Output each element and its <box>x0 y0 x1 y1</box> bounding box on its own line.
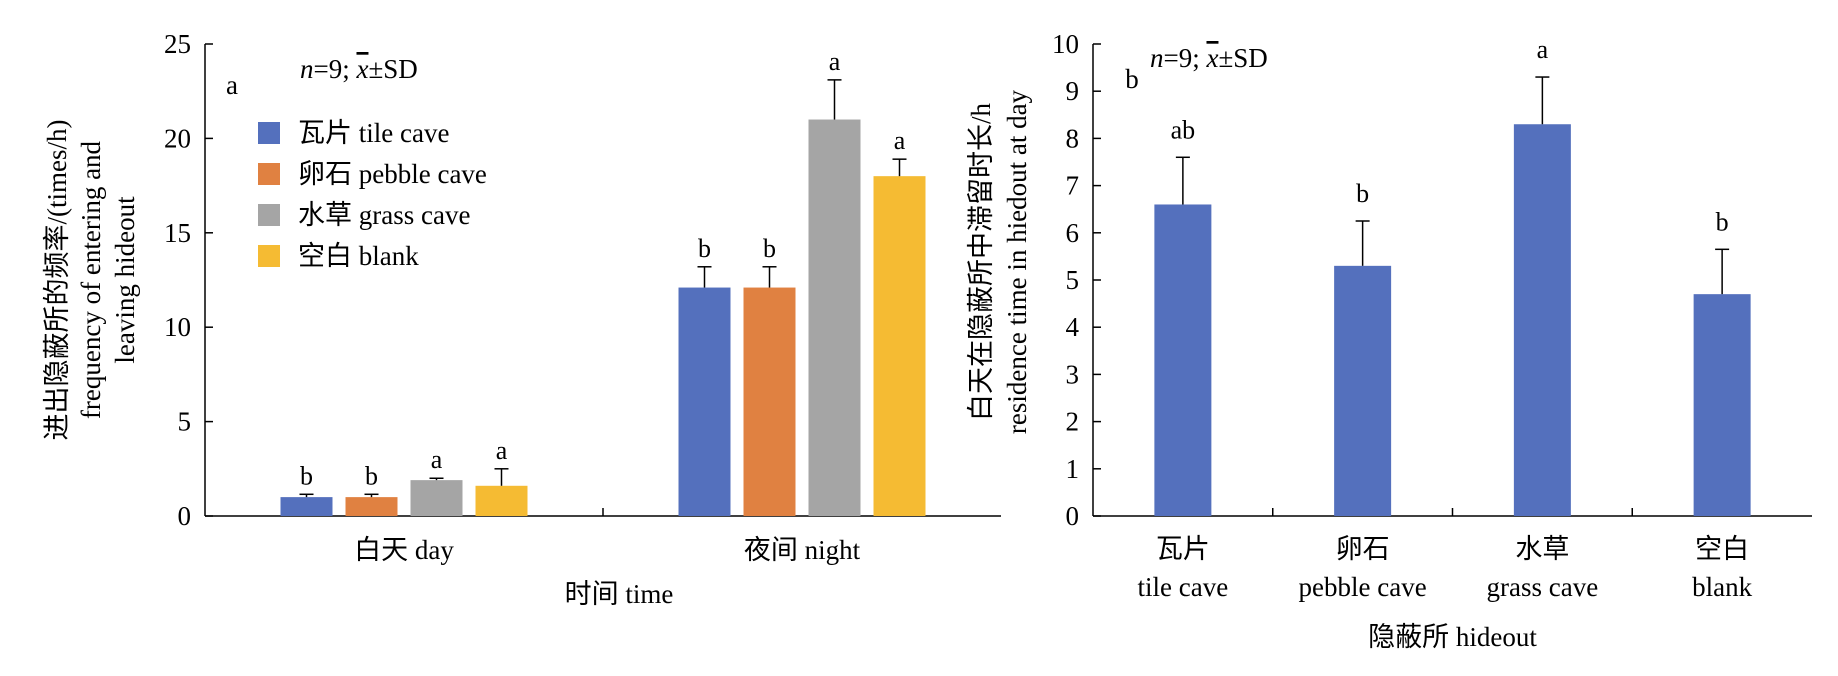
y-tick-label: 2 <box>1066 407 1080 437</box>
y-tick-label: 6 <box>1066 218 1080 248</box>
panel-label: b <box>1125 64 1139 94</box>
x-tick-label: grass cave <box>1487 572 1599 602</box>
sample-note: n=9; x±SD <box>1150 43 1268 73</box>
legend-label: 卵石 pebble cave <box>298 159 487 189</box>
bar <box>280 497 333 516</box>
note-sd: ±SD <box>368 54 417 84</box>
note-n: n <box>1150 43 1164 73</box>
y-axis-title-line: frequency of entering and <box>76 140 106 419</box>
significance-label: b <box>1356 179 1369 208</box>
significance-label: a <box>1537 35 1549 64</box>
note-xbar: x <box>355 54 368 84</box>
panel-a: 0 5 10 15 20 25 白天 day 夜间 night b b b b a a a a 瓦片 tile … <box>42 29 1001 609</box>
bar <box>345 497 398 516</box>
bar <box>1513 124 1571 517</box>
bar <box>808 119 861 517</box>
y-axis-title-line: residence time in hiedout at day <box>1002 89 1032 434</box>
bar <box>1154 204 1212 517</box>
y-axis-title-line: leaving hideout <box>110 196 140 364</box>
y-tick-label: 25 <box>164 29 191 59</box>
bar <box>410 480 463 516</box>
y-tick-label: 9 <box>1066 76 1080 106</box>
legend-swatch <box>258 204 280 226</box>
y-tick-label: 20 <box>164 123 191 153</box>
note-eq: =9; <box>314 54 357 84</box>
note-eq: =9; <box>1164 43 1207 73</box>
bar <box>1693 294 1751 516</box>
panel-b: 0 1 2 3 4 5 6 7 8 9 10 瓦片 tile cave 卵石 pebble cave 水草 gr… <box>966 29 1812 652</box>
significance-label: b <box>300 461 313 490</box>
x-tick-label: 卵石 <box>1336 534 1390 564</box>
legend-swatch <box>258 122 280 144</box>
x-tick-label: blank <box>1692 572 1752 602</box>
x-tick-label: pebble cave <box>1299 572 1427 602</box>
x-tick-label: tile cave <box>1138 572 1229 602</box>
y-axis-title-line: 进出隐蔽所的频率/(times/h) <box>42 120 72 441</box>
x-tick-label: 空白 <box>1695 534 1749 564</box>
x-tick-label: 白天 day <box>354 535 454 565</box>
bar <box>743 287 796 516</box>
y-tick-label: 7 <box>1066 171 1080 201</box>
y-tick-label: 5 <box>178 407 192 437</box>
note-xbar: x <box>1205 43 1218 73</box>
significance-label: a <box>431 445 443 474</box>
y-tick-label: 10 <box>1052 29 1079 59</box>
legend-label: 瓦片 tile cave <box>298 118 449 148</box>
significance-label: b <box>1716 207 1729 236</box>
significance-label: a <box>894 126 906 155</box>
note-sd: ±SD <box>1218 43 1267 73</box>
x-axis-title: 时间 time <box>565 579 674 609</box>
x-tick-label: 水草 <box>1515 534 1569 564</box>
y-tick-label: 0 <box>1066 501 1080 531</box>
y-axis-title-line: 白天在隐蔽所中滞留时长/h <box>966 103 996 422</box>
bar <box>475 485 528 516</box>
sample-note: n=9; x±SD <box>300 54 418 84</box>
significance-label: b <box>763 234 776 263</box>
x-axis-title: 隐蔽所 hideout <box>1368 622 1537 652</box>
significance-label: a <box>496 436 508 465</box>
x-tick-label: 夜间 night <box>744 535 861 565</box>
y-tick-label: 8 <box>1066 123 1080 153</box>
y-tick-label: 15 <box>164 218 191 248</box>
y-tick-label: 1 <box>1066 454 1080 484</box>
legend-swatch <box>258 245 280 267</box>
y-tick-label: 0 <box>178 501 192 531</box>
significance-label: b <box>365 461 378 490</box>
panel-label: a <box>226 70 238 100</box>
bar <box>1334 265 1392 516</box>
bar <box>678 287 731 516</box>
y-tick-label: 10 <box>164 312 191 342</box>
x-tick-label: 瓦片 <box>1156 534 1210 564</box>
y-tick-label: 5 <box>1066 265 1080 295</box>
note-n: n <box>300 54 314 84</box>
legend-label: 空白 blank <box>298 241 419 271</box>
y-tick-label: 4 <box>1066 312 1080 342</box>
y-tick-label: 3 <box>1066 359 1080 389</box>
significance-label: ab <box>1171 115 1196 144</box>
bar <box>873 176 926 516</box>
legend-label: 水草 grass cave <box>298 200 470 230</box>
significance-label: b <box>698 234 711 263</box>
legend-swatch <box>258 163 280 185</box>
significance-label: a <box>829 47 841 76</box>
